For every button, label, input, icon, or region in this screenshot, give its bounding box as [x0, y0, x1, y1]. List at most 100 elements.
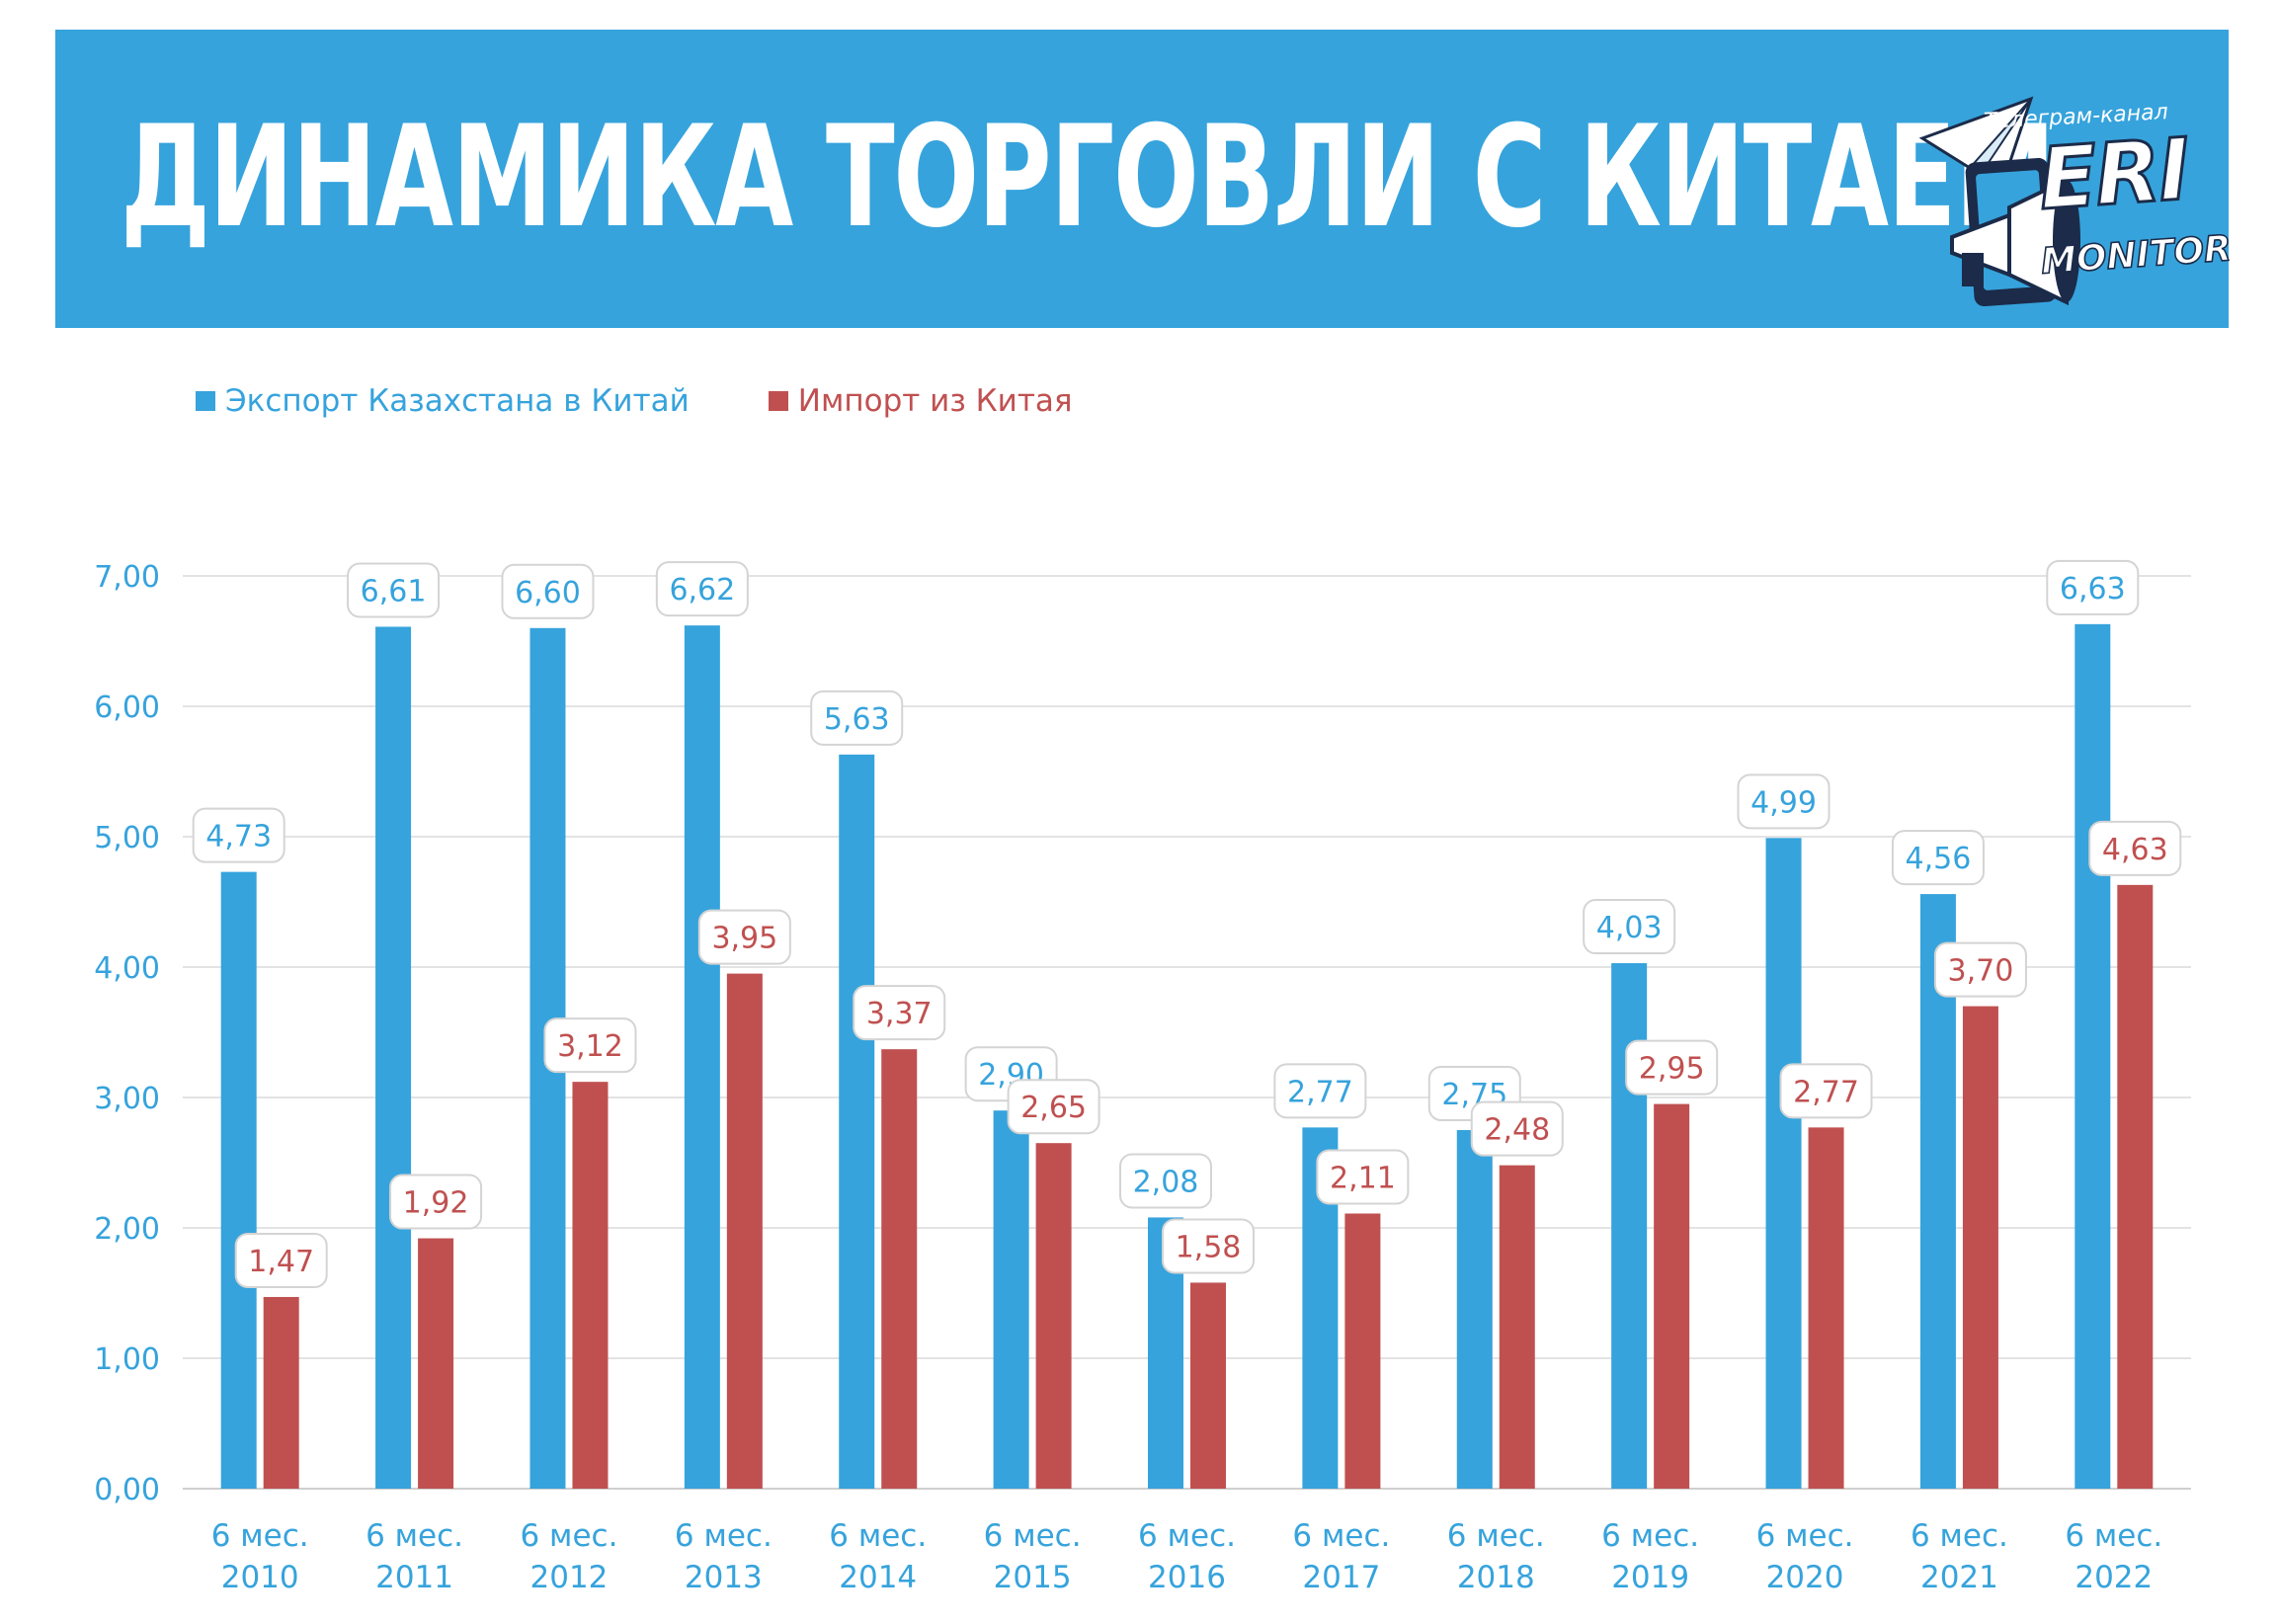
data-label-box — [853, 985, 946, 1041]
bar-export — [993, 1110, 1029, 1489]
data-label-box — [1007, 1079, 1100, 1135]
bar-import — [263, 1296, 299, 1489]
bar-import — [1344, 1213, 1381, 1489]
data-label-box — [1119, 1153, 1212, 1209]
data-label-box — [1891, 830, 1985, 886]
data-label-import: 3,37 — [866, 997, 933, 1031]
y-tick-label: 1,00 — [94, 1342, 160, 1377]
y-tick-label: 7,00 — [94, 560, 160, 595]
title-banner: ДИНАМИКА ТОРГОВЛИ С КИТАЕМ Телеграм-кана… — [55, 30, 2234, 328]
bar-import — [1962, 1006, 1998, 1489]
data-label-box — [501, 563, 595, 619]
data-label-box — [1273, 1063, 1367, 1119]
bar-import — [1035, 1143, 1072, 1489]
bar-export — [2075, 623, 2111, 1489]
x-tick-label: 6 мес. 2020 — [1756, 1518, 1854, 1595]
data-label-import: 2,77 — [1793, 1075, 1859, 1109]
legend-label-import: Импорт из Китая — [797, 383, 1073, 419]
data-label-box — [347, 562, 441, 618]
x-tick-label: 6 мес. 2015 — [984, 1518, 1082, 1595]
data-label-box — [1162, 1218, 1255, 1274]
y-tick-label: 4,00 — [94, 951, 160, 986]
data-label-export: 6,62 — [669, 573, 735, 608]
bar-import — [418, 1238, 454, 1489]
data-label-export: 6,63 — [2060, 572, 2126, 607]
data-label-box — [1933, 941, 2027, 998]
data-label-box — [1470, 1100, 1564, 1157]
data-label-export: 2,08 — [1133, 1165, 1199, 1199]
y-tick-label: 6,00 — [94, 690, 160, 725]
bar-import — [2117, 884, 2154, 1489]
y-tick-label: 3,00 — [94, 1082, 160, 1116]
bar-import — [572, 1082, 609, 1489]
x-tick-label: 6 мес. 2021 — [1911, 1518, 2008, 1595]
bar-export — [1765, 838, 1802, 1489]
data-label-box — [1316, 1149, 1410, 1205]
data-label-box — [2088, 820, 2182, 876]
data-label-import: 2,95 — [1639, 1052, 1705, 1087]
bar-export — [375, 626, 412, 1489]
bar-export — [839, 754, 875, 1489]
data-label-box — [655, 561, 749, 617]
x-tick-label: 6 мес. 2018 — [1447, 1518, 1545, 1595]
bar-import — [1808, 1127, 1844, 1489]
data-label-import: 3,95 — [711, 922, 777, 956]
y-tick-label: 0,00 — [94, 1473, 160, 1507]
data-label-export: 4,03 — [1596, 911, 1663, 945]
x-tick-label: 6 мес. 2010 — [211, 1518, 309, 1595]
legend-swatch-export — [196, 391, 215, 411]
data-label-import: 3,12 — [557, 1029, 623, 1064]
data-label-box — [697, 909, 791, 965]
x-tick-label: 6 мес. 2013 — [675, 1518, 773, 1595]
channel-logo: Телеграм-канал ERI MONITOR — [1893, 69, 2234, 306]
data-label-export: 6,60 — [515, 576, 581, 610]
data-label-import: 2,65 — [1020, 1091, 1087, 1125]
data-label-import: 1,47 — [248, 1245, 314, 1279]
bar-import — [1190, 1282, 1226, 1489]
data-label-export: 4,56 — [1906, 842, 1972, 876]
data-label-box — [1737, 773, 1831, 830]
data-label-box — [2046, 559, 2140, 615]
bar-import — [881, 1049, 918, 1489]
data-label-box — [389, 1174, 483, 1230]
data-label-import: 1,92 — [403, 1186, 469, 1221]
data-label-import: 4,63 — [2102, 833, 2168, 867]
chart-legend: Экспорт Казахстана в Китай Импорт из Кит… — [196, 383, 1073, 419]
x-tick-label: 6 мес. 2012 — [520, 1518, 617, 1595]
bar-import — [1654, 1103, 1690, 1489]
data-label-box — [543, 1017, 637, 1074]
data-label-export: 5,63 — [824, 702, 890, 737]
y-tick-label: 2,00 — [94, 1212, 160, 1247]
y-tick-label: 5,00 — [94, 821, 160, 855]
bar-export — [1456, 1130, 1493, 1489]
data-label-box — [810, 690, 904, 746]
x-tick-label: 6 мес. 2014 — [829, 1518, 927, 1595]
bar-import — [1499, 1165, 1535, 1489]
x-tick-label: 6 мес. 2019 — [1601, 1518, 1699, 1595]
bar-import — [726, 973, 763, 1489]
data-label-export: 2,77 — [1287, 1075, 1353, 1109]
page-title: ДИНАМИКА ТОРГОВЛИ С КИТАЕМ — [121, 96, 2056, 259]
data-label-box — [1583, 899, 1676, 955]
x-tick-label: 6 мес. 2011 — [366, 1518, 463, 1595]
legend-item-export: Экспорт Казахстана в Китай — [196, 383, 690, 419]
data-label-box — [1779, 1063, 1873, 1119]
data-label-import: 2,48 — [1484, 1113, 1550, 1148]
data-label-box — [1625, 1039, 1719, 1096]
data-label-import: 1,58 — [1176, 1230, 1242, 1264]
x-tick-label: 6 мес. 2017 — [1292, 1518, 1390, 1595]
data-label-box — [234, 1232, 328, 1288]
legend-item-import: Импорт из Китая — [768, 383, 1073, 419]
data-label-import: 2,11 — [1330, 1161, 1396, 1195]
data-label-box — [192, 807, 285, 863]
bar-export — [220, 871, 257, 1489]
legend-label-export: Экспорт Казахстана в Китай — [225, 383, 690, 419]
data-label-export: 4,73 — [205, 820, 272, 854]
bar-export — [684, 625, 720, 1489]
x-tick-label: 6 мес. 2022 — [2065, 1518, 2162, 1595]
megaphone-icon — [1918, 96, 2080, 306]
legend-swatch-import — [768, 391, 788, 411]
data-label-import: 3,70 — [1948, 954, 2014, 989]
data-label-export: 4,99 — [1750, 785, 1817, 820]
